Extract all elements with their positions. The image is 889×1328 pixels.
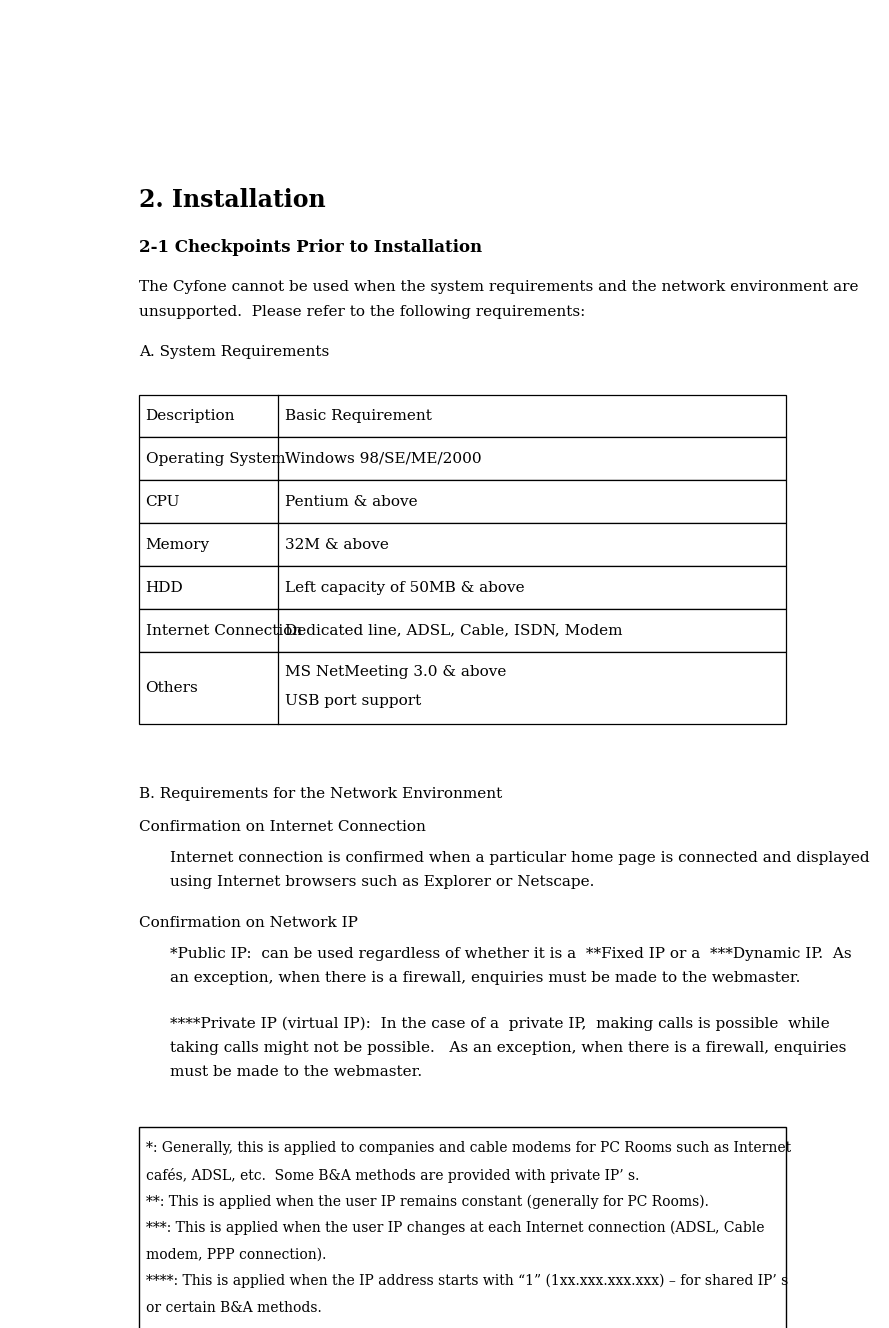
- Text: must be made to the webmaster.: must be made to the webmaster.: [170, 1065, 421, 1080]
- Text: Internet Connection: Internet Connection: [146, 624, 302, 637]
- Text: Basic Requirement: Basic Requirement: [284, 409, 432, 424]
- Text: USB port support: USB port support: [284, 695, 421, 708]
- Text: The Cyfone cannot be used when the system requirements and the network environme: The Cyfone cannot be used when the syste…: [139, 280, 858, 293]
- Text: Internet connection is confirmed when a particular home page is connected and di: Internet connection is confirmed when a …: [170, 851, 869, 865]
- Text: ***: This is applied when the user IP changes at each Internet connection (ADSL,: ***: This is applied when the user IP ch…: [146, 1220, 764, 1235]
- Text: A. System Requirements: A. System Requirements: [139, 345, 329, 360]
- Bar: [139, 652, 786, 724]
- Bar: [139, 394, 786, 437]
- Text: CPU: CPU: [146, 495, 180, 509]
- Text: Operating System: Operating System: [146, 452, 285, 466]
- Bar: [139, 566, 786, 610]
- Text: 2-1 Checkpoints Prior to Installation: 2-1 Checkpoints Prior to Installation: [139, 239, 482, 256]
- Text: *: Generally, this is applied to companies and cable modems for PC Rooms such as: *: Generally, this is applied to compani…: [146, 1141, 790, 1155]
- Text: unsupported.  Please refer to the following requirements:: unsupported. Please refer to the followi…: [139, 304, 585, 319]
- Text: **: This is applied when the user IP remains constant (generally for PC Rooms).: **: This is applied when the user IP rem…: [146, 1194, 709, 1208]
- Bar: [139, 523, 786, 566]
- Bar: [139, 1126, 786, 1328]
- Bar: [139, 481, 786, 523]
- Text: Memory: Memory: [146, 538, 210, 552]
- Text: Dedicated line, ADSL, Cable, ISDN, Modem: Dedicated line, ADSL, Cable, ISDN, Modem: [284, 624, 622, 637]
- Text: B. Requirements for the Network Environment: B. Requirements for the Network Environm…: [139, 788, 502, 801]
- Text: HDD: HDD: [146, 580, 183, 595]
- Text: using Internet browsers such as Explorer or Netscape.: using Internet browsers such as Explorer…: [170, 875, 594, 890]
- Text: cafés, ADSL, etc.  Some B&A methods are provided with private IP’ s.: cafés, ADSL, etc. Some B&A methods are p…: [146, 1167, 639, 1183]
- Text: Others: Others: [146, 681, 198, 695]
- Text: ****Private IP (virtual IP):  In the case of a  private IP,  making calls is pos: ****Private IP (virtual IP): In the case…: [170, 1016, 829, 1031]
- Text: *Public IP:  can be used regardless of whether it is a  **Fixed IP or a  ***Dyna: *Public IP: can be used regardless of wh…: [170, 947, 852, 960]
- Text: or certain B&A methods.: or certain B&A methods.: [146, 1300, 321, 1315]
- Text: Left capacity of 50MB & above: Left capacity of 50MB & above: [284, 580, 525, 595]
- Bar: [139, 610, 786, 652]
- Text: Description: Description: [146, 409, 235, 424]
- Text: Pentium & above: Pentium & above: [284, 495, 418, 509]
- Text: Windows 98/SE/ME/2000: Windows 98/SE/ME/2000: [284, 452, 482, 466]
- Text: 32M & above: 32M & above: [284, 538, 388, 552]
- Text: ****: This is applied when the IP address starts with “1” (1xx.xxx.xxx.xxx) – fo: ****: This is applied when the IP addres…: [146, 1274, 788, 1288]
- Text: modem, PPP connection).: modem, PPP connection).: [146, 1247, 326, 1262]
- Text: an exception, when there is a firewall, enquiries must be made to the webmaster.: an exception, when there is a firewall, …: [170, 971, 800, 985]
- Text: MS NetMeeting 3.0 & above: MS NetMeeting 3.0 & above: [284, 664, 506, 679]
- Bar: [139, 437, 786, 481]
- Text: Confirmation on Internet Connection: Confirmation on Internet Connection: [139, 819, 426, 834]
- Text: Confirmation on Network IP: Confirmation on Network IP: [139, 916, 357, 930]
- Text: 2. Installation: 2. Installation: [139, 189, 325, 212]
- Text: taking calls might not be possible.   As an exception, when there is a firewall,: taking calls might not be possible. As a…: [170, 1041, 846, 1054]
